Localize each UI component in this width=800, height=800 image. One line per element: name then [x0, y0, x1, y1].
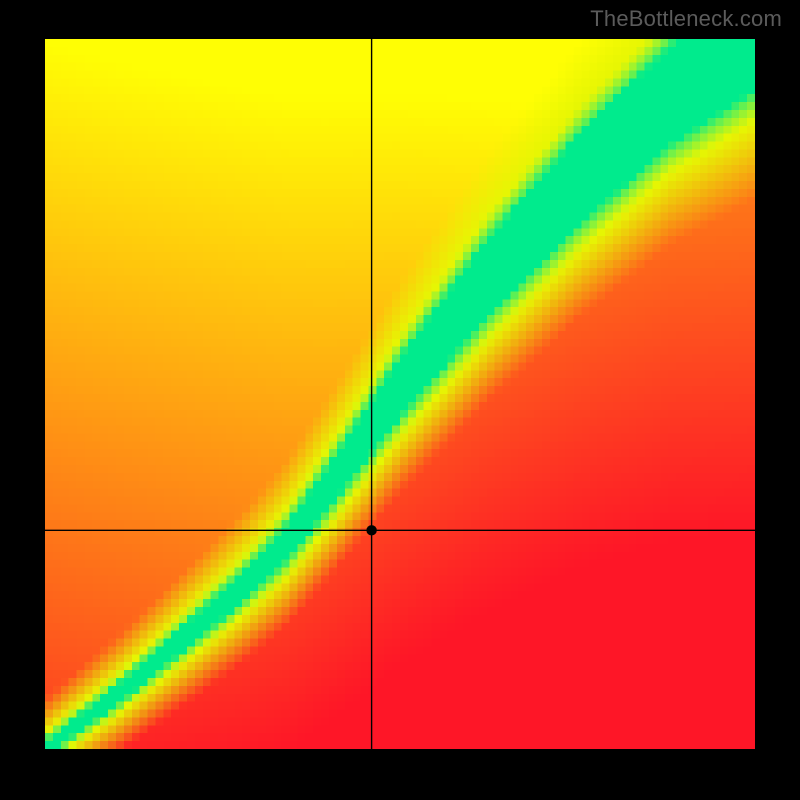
attribution-text: TheBottleneck.com	[590, 6, 782, 32]
chart-frame: TheBottleneck.com	[0, 0, 800, 800]
heatmap-canvas	[45, 39, 755, 749]
plot-area	[45, 39, 755, 749]
